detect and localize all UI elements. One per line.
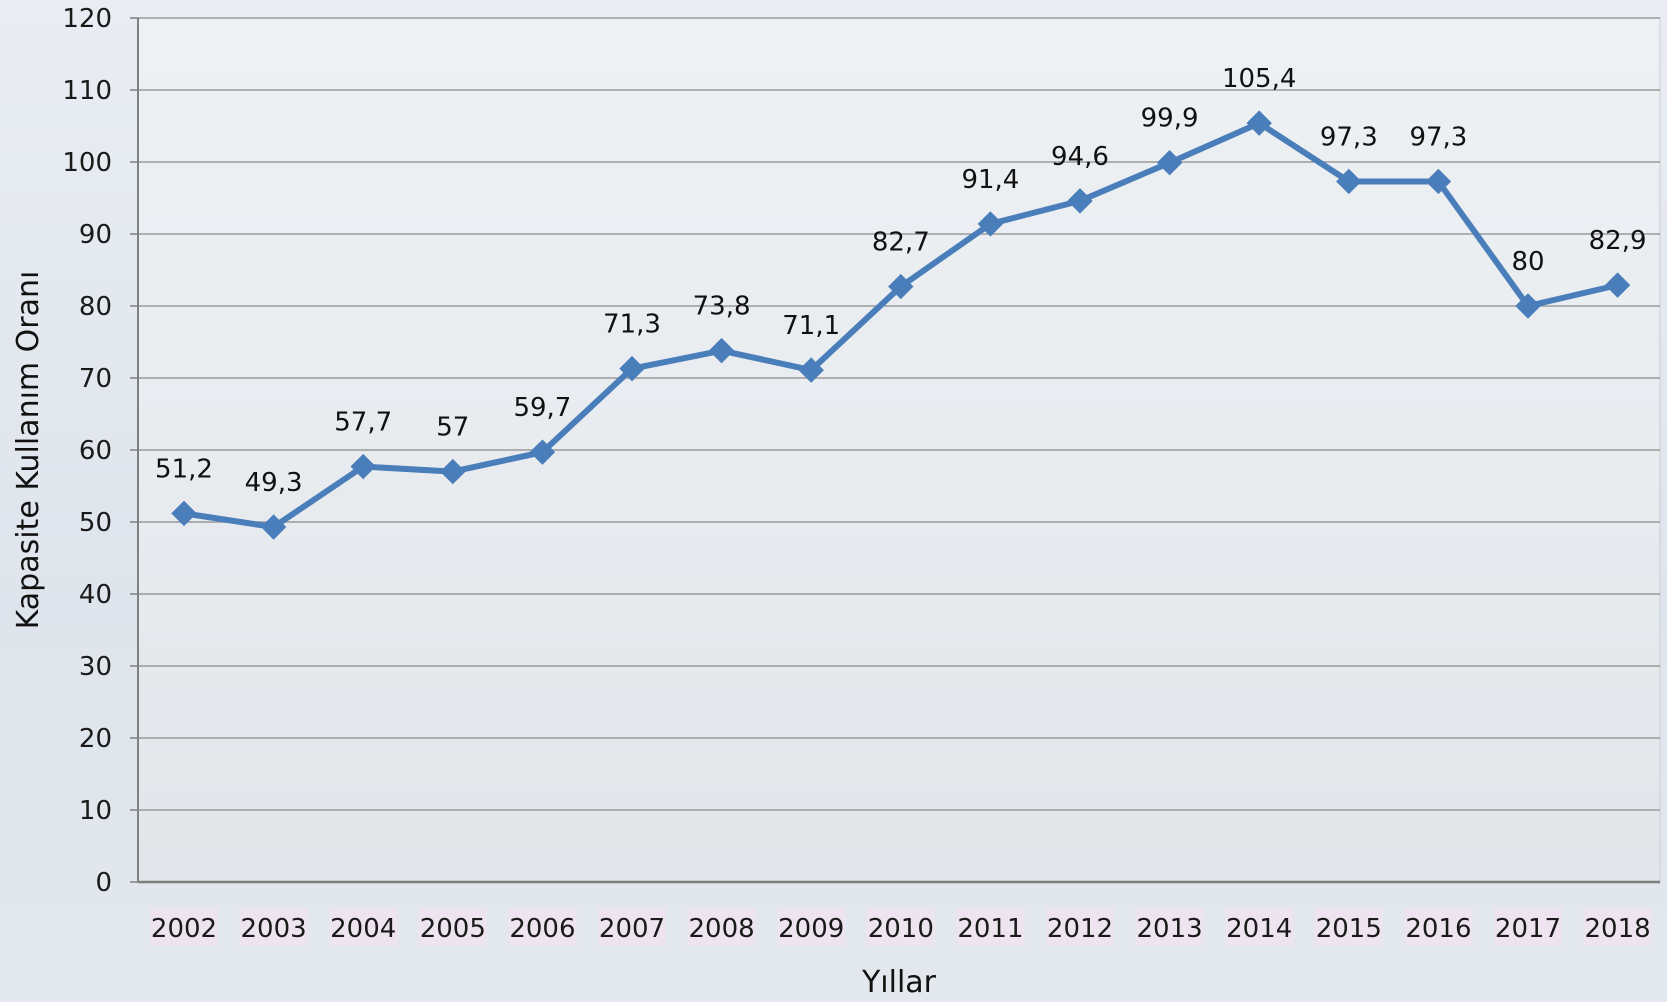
data-label: 82,7 xyxy=(872,228,930,258)
data-label: 99,9 xyxy=(1141,104,1199,134)
data-label: 59,7 xyxy=(513,393,571,423)
x-tick-label: 2011 xyxy=(957,914,1023,944)
x-tick-label: 2002 xyxy=(151,914,217,944)
data-point-marker xyxy=(977,211,1004,237)
x-tick-label-background xyxy=(1404,908,1473,946)
x-tick-label: 2003 xyxy=(241,914,307,944)
x-tick-label: 2009 xyxy=(778,914,844,944)
data-label: 97,3 xyxy=(1320,122,1378,152)
x-tick-label-background xyxy=(329,908,398,946)
y-tick-label: 50 xyxy=(79,508,112,538)
x-tick-label-background xyxy=(1046,908,1114,946)
x-tick-label: 2012 xyxy=(1047,914,1113,944)
axes xyxy=(137,18,1660,884)
y-tick-label: 0 xyxy=(95,868,112,898)
y-tick-label: 110 xyxy=(62,76,112,106)
data-label: 105,4 xyxy=(1222,64,1296,94)
data-label: 80 xyxy=(1511,247,1544,277)
y-tick-label: 10 xyxy=(79,796,112,826)
y-tick-label: 70 xyxy=(79,364,112,394)
y-tick-label: 40 xyxy=(79,580,112,610)
x-tick-label: 2013 xyxy=(1137,914,1203,944)
x-tick-label: 2016 xyxy=(1405,914,1471,944)
data-label: 94,6 xyxy=(1051,142,1109,172)
y-tick-labels: 0 10 20 30 40 50 60 70 80 90 100 110 120 xyxy=(62,4,112,898)
x-axis-title: Yıllar xyxy=(861,965,937,1000)
x-tick-label-background xyxy=(777,908,846,946)
data-point-marker xyxy=(1067,188,1093,214)
data-label: 91,4 xyxy=(961,165,1019,195)
data-label: 49,3 xyxy=(245,468,303,498)
y-axis-title: Kapasite Kullanım Oranı xyxy=(11,271,46,630)
x-tick-label-background xyxy=(418,908,487,946)
x-tick-label: 2017 xyxy=(1495,914,1561,944)
x-tick-label: 2006 xyxy=(509,914,575,944)
y-tick-label: 120 xyxy=(62,4,112,34)
x-tick-label-background xyxy=(687,908,756,946)
y-tick-label: 80 xyxy=(79,292,112,322)
x-tick-label-background xyxy=(1135,908,1204,946)
data-label: 73,8 xyxy=(693,292,751,322)
y-tick-label: 100 xyxy=(62,148,112,178)
data-point-marker xyxy=(1604,272,1631,298)
data-point-marker xyxy=(350,453,376,480)
data-point-marker xyxy=(1425,168,1452,195)
data-labels: 51,2 49,3 57,7 57 59,7 71,3 73,8 71,1 82,7 91,4 94… xyxy=(155,64,1646,498)
data-point-marker xyxy=(1246,110,1272,136)
data-label: 71,1 xyxy=(782,311,840,341)
data-point-marker xyxy=(619,355,645,382)
x-tick-label-background xyxy=(866,908,935,946)
data-label: 82,9 xyxy=(1589,226,1647,256)
data-point-marker xyxy=(440,458,466,485)
data-label: 71,3 xyxy=(603,310,661,340)
data-label: 51,2 xyxy=(155,454,213,484)
x-tick-label: 2004 xyxy=(330,914,396,944)
x-tick-label-background xyxy=(1314,908,1383,946)
x-tick-label-background xyxy=(508,908,577,946)
x-tick-label-background xyxy=(956,908,1025,946)
y-tick-label: 60 xyxy=(79,436,112,466)
data-point-marker xyxy=(798,357,824,383)
x-tick-label-background xyxy=(1225,908,1294,946)
data-point-marker xyxy=(708,337,735,364)
x-tick-label: 2010 xyxy=(868,914,934,944)
x-tick-label: 2014 xyxy=(1226,914,1292,944)
x-tick-label-background xyxy=(598,908,666,946)
x-tick-label: 2015 xyxy=(1316,914,1382,944)
data-point-marker xyxy=(1515,293,1541,319)
data-point-marker xyxy=(888,273,914,300)
x-tick-label: 2008 xyxy=(689,914,755,944)
data-point-marker xyxy=(260,514,287,540)
gridlines xyxy=(130,17,1660,883)
y-tick-label: 30 xyxy=(79,652,112,682)
x-tick-label-background xyxy=(1583,908,1652,946)
data-point-marker xyxy=(529,439,556,465)
x-tick-labels: 2002 2003 2004 2005 2006 2007 2008 2009 2010 2011… xyxy=(150,908,1652,946)
data-label: 97,3 xyxy=(1409,122,1467,152)
x-tick-label-background xyxy=(150,908,218,946)
y-tick-label: 90 xyxy=(79,220,112,250)
x-tick-label: 2018 xyxy=(1585,914,1651,944)
x-tick-label: 2005 xyxy=(420,914,486,944)
data-label: 57,7 xyxy=(334,408,392,438)
data-point-marker xyxy=(171,500,197,527)
data-label: 57 xyxy=(436,413,469,443)
data-point-marker xyxy=(1156,150,1183,176)
x-tick-label-background xyxy=(239,908,308,946)
x-tick-label-background xyxy=(1494,908,1562,946)
data-point-marker xyxy=(1336,168,1362,195)
y-tick-label: 20 xyxy=(79,724,112,754)
markers xyxy=(171,110,1631,540)
x-tick-label: 2007 xyxy=(599,914,665,944)
